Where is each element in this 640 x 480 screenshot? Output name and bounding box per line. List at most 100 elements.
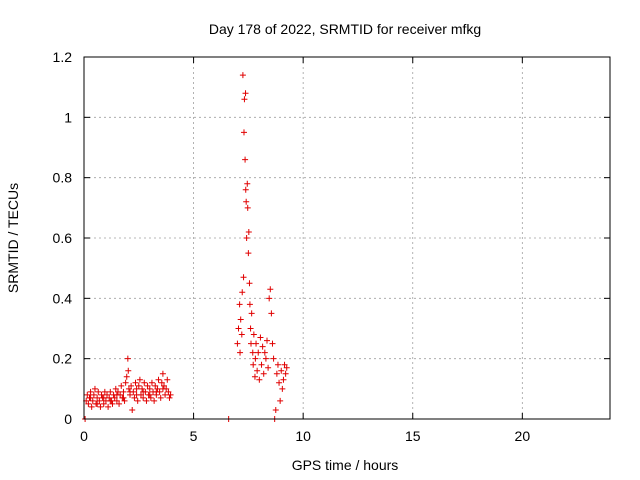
data-point xyxy=(250,331,257,338)
x-tick-label: 20 xyxy=(515,428,531,444)
data-point xyxy=(144,382,151,389)
data-point xyxy=(262,355,269,362)
data-point xyxy=(120,388,127,395)
data-point xyxy=(140,394,147,401)
x-tick-label: 5 xyxy=(190,428,198,444)
data-point xyxy=(248,340,255,347)
data-point xyxy=(239,289,246,296)
data-point xyxy=(133,385,140,392)
y-tick-label: 1.2 xyxy=(53,49,73,65)
data-point xyxy=(252,355,259,362)
y-tick-label: 0 xyxy=(64,411,72,427)
data-point xyxy=(95,388,102,395)
data-point xyxy=(259,343,266,350)
data-point xyxy=(258,361,265,368)
data-point xyxy=(85,400,92,407)
y-tick-label: 0.8 xyxy=(53,170,73,186)
data-point xyxy=(160,382,167,389)
plot-border xyxy=(83,56,611,420)
data-point xyxy=(141,379,148,386)
data-point xyxy=(267,286,274,293)
data-point xyxy=(159,385,166,392)
data-point xyxy=(235,325,242,332)
grid-lines xyxy=(84,57,610,419)
data-point xyxy=(266,295,273,302)
data-point xyxy=(249,349,256,356)
data-point xyxy=(106,394,113,401)
data-point xyxy=(240,274,247,281)
data-point xyxy=(236,301,243,308)
data-point xyxy=(158,379,165,386)
data-point xyxy=(281,361,288,368)
data-point xyxy=(279,385,286,392)
data-point xyxy=(246,280,253,287)
data-point xyxy=(146,385,153,392)
data-point xyxy=(270,355,277,362)
data-point xyxy=(244,204,251,211)
data-point xyxy=(129,406,136,413)
data-point xyxy=(240,129,247,136)
data-point xyxy=(237,349,244,356)
data-point xyxy=(98,391,105,398)
data-point xyxy=(111,394,118,401)
data-point xyxy=(153,388,160,395)
data-point xyxy=(151,397,158,404)
data-point xyxy=(113,391,120,398)
data-point xyxy=(154,385,161,392)
data-point xyxy=(107,388,114,395)
tick-labels: 0 5 10 15 20 0 0.2 0.4 0.6 0.8 1 1.2 xyxy=(53,49,531,444)
data-point xyxy=(253,340,260,347)
y-tick-label: 1 xyxy=(64,109,72,125)
x-tick-label: 15 xyxy=(405,428,421,444)
data-point xyxy=(261,349,268,356)
y-tick-label: 0.4 xyxy=(53,290,73,306)
data-point xyxy=(155,376,162,383)
data-point xyxy=(107,397,114,404)
data-point xyxy=(166,394,173,401)
data-point xyxy=(167,391,174,398)
data-point xyxy=(234,340,241,347)
y-tick-label: 0.6 xyxy=(53,230,73,246)
data-point xyxy=(100,400,107,407)
data-point xyxy=(148,379,155,386)
data-points-series-srmtid xyxy=(82,72,290,422)
data-point xyxy=(105,403,112,410)
data-point xyxy=(254,367,261,374)
data-point xyxy=(127,388,134,395)
data-point xyxy=(256,376,263,383)
data-point xyxy=(128,382,135,389)
data-point xyxy=(250,361,257,368)
data-point xyxy=(257,334,264,341)
data-point xyxy=(255,349,262,356)
data-point xyxy=(244,180,251,187)
data-point xyxy=(265,364,272,371)
x-tick-label: 0 xyxy=(80,428,88,444)
data-point xyxy=(283,364,290,371)
data-point xyxy=(94,394,101,401)
y-axis-label: SRMTID / TECUs xyxy=(5,183,21,293)
data-point xyxy=(89,397,96,404)
data-point xyxy=(140,388,147,395)
data-point xyxy=(245,250,252,257)
data-point xyxy=(97,403,104,410)
x-axis-label: GPS time / hours xyxy=(292,457,399,473)
data-point xyxy=(273,370,280,377)
data-point xyxy=(243,235,250,241)
data-point xyxy=(125,367,132,374)
data-point xyxy=(248,310,255,317)
data-point xyxy=(132,379,139,386)
data-point xyxy=(121,397,128,404)
data-point xyxy=(147,394,154,401)
data-point xyxy=(90,391,97,398)
data-point xyxy=(88,403,95,410)
data-point xyxy=(164,376,171,383)
data-point xyxy=(134,397,141,404)
data-point xyxy=(109,400,116,407)
data-point xyxy=(243,198,250,205)
data-point xyxy=(123,373,130,380)
data-point xyxy=(276,379,283,386)
data-point xyxy=(101,388,108,395)
data-point xyxy=(245,228,252,235)
data-point xyxy=(139,385,146,392)
